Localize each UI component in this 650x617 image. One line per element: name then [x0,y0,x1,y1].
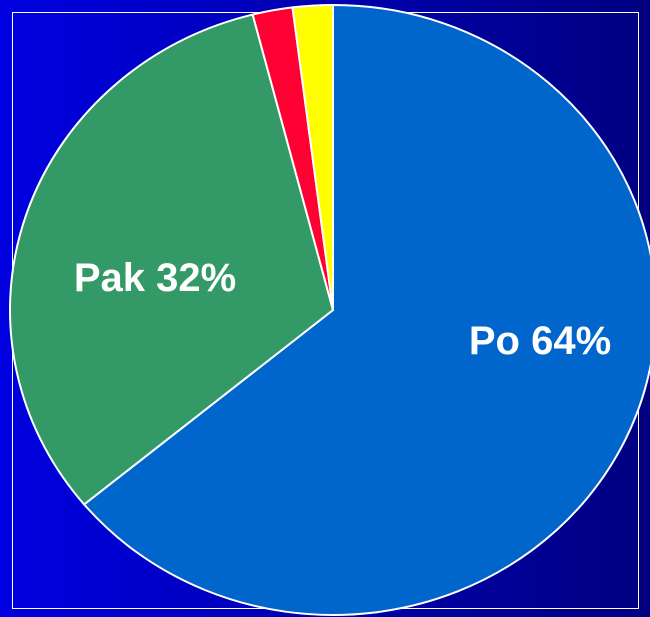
slice-value-label: 64% [531,319,611,363]
slice-label: Po 64% [469,319,611,363]
slice-value-label: 32% [156,256,236,300]
labels: Po 64% Pak 32% [74,256,611,363]
pie-slice [291,3,334,311]
pie [9,3,650,616]
pie-slice [82,3,650,616]
slice-category: Pak [74,256,146,300]
pie-slice [9,13,335,506]
slice-label: Pak 32% [74,256,236,300]
slice-category: Po [469,319,520,363]
